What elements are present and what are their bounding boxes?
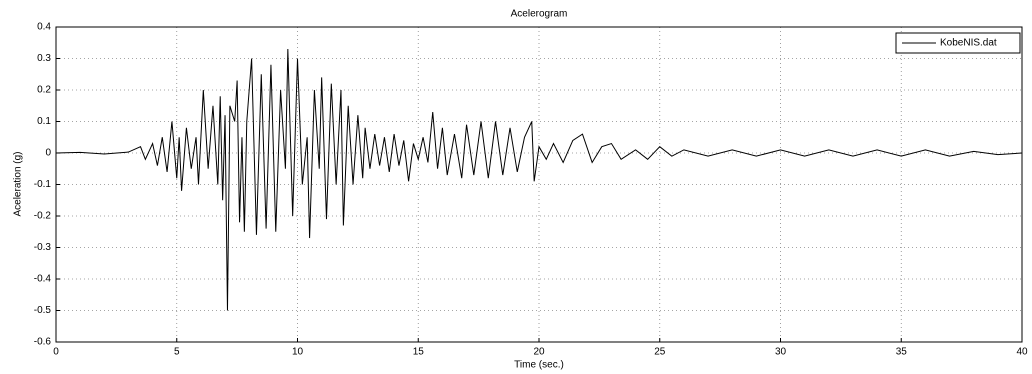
y-tick-label: 0.4 bbox=[37, 22, 51, 33]
x-tick-label: 15 bbox=[413, 347, 425, 358]
x-tick-label: 25 bbox=[654, 347, 666, 358]
x-tick-label: 40 bbox=[1016, 347, 1028, 358]
data-line bbox=[55, 49, 1023, 311]
y-tick-label: -0.1 bbox=[34, 179, 52, 190]
y-tick-label: -0.3 bbox=[34, 242, 52, 253]
y-tick-label: 0.1 bbox=[37, 116, 51, 127]
y-tick-label: -0.4 bbox=[34, 274, 52, 285]
x-axis-label: Time (sec.) bbox=[514, 360, 564, 371]
y-axis-label: Aceleration (g) bbox=[13, 151, 24, 216]
y-tick-label: 0 bbox=[45, 148, 51, 159]
x-tick-label: 0 bbox=[53, 347, 59, 358]
y-tick-label: 0.3 bbox=[37, 53, 51, 64]
x-tick-label: 35 bbox=[896, 347, 908, 358]
y-tick-label: 0.2 bbox=[37, 85, 51, 96]
x-tick-label: 5 bbox=[174, 347, 180, 358]
x-tick-label: 20 bbox=[533, 347, 545, 358]
x-tick-label: 10 bbox=[292, 347, 304, 358]
y-tick-label: -0.2 bbox=[34, 211, 52, 222]
x-tick-label: 30 bbox=[775, 347, 787, 358]
plot-frame bbox=[55, 26, 1023, 343]
y-tick-label: -0.6 bbox=[34, 337, 52, 348]
y-tick-label: -0.5 bbox=[34, 305, 52, 316]
legend-box bbox=[895, 32, 1021, 54]
legend-label: KobeNIS.dat bbox=[940, 38, 997, 49]
chart-title: Acelerogram bbox=[511, 9, 568, 20]
